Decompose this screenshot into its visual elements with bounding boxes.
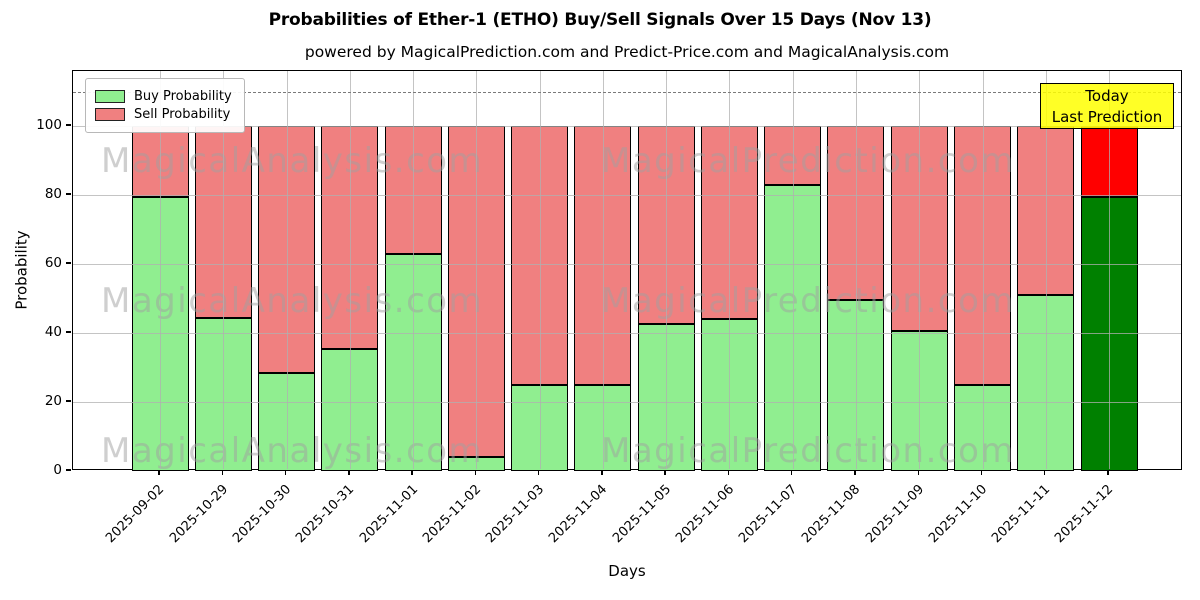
v-gridline bbox=[919, 71, 921, 469]
x-tick-mark bbox=[980, 470, 983, 475]
watermark-text: MagicalPrediction.com bbox=[601, 281, 1015, 321]
x-tick-mark bbox=[474, 470, 477, 475]
x-tick-mark bbox=[537, 470, 540, 475]
y-tick-label: 20 bbox=[44, 393, 62, 410]
legend-label-sell: Sell Probability bbox=[134, 107, 231, 122]
v-gridline bbox=[982, 71, 984, 469]
v-gridline bbox=[349, 71, 351, 469]
grid-layer bbox=[73, 71, 1181, 469]
x-tick-label-text: 2025-11-12 bbox=[1052, 482, 1117, 547]
watermark-layer: MagicalAnalysis.com MagicalPrediction.com… bbox=[73, 71, 1181, 471]
x-tick-mark bbox=[791, 470, 793, 475]
plot-area: MagicalAnalysis.com MagicalPrediction.com… bbox=[72, 70, 1182, 471]
v-gridline bbox=[1109, 71, 1111, 469]
watermark-text: MagicalAnalysis.com bbox=[101, 431, 484, 471]
buy-swatch bbox=[95, 90, 125, 103]
y-tick-mark bbox=[66, 469, 71, 471]
x-tick-mark bbox=[1044, 470, 1046, 475]
watermark-text: MagicalPrediction.com bbox=[601, 431, 1015, 471]
v-gridline bbox=[160, 71, 161, 469]
x-axis-label: Days bbox=[608, 562, 646, 580]
y-tick-mark bbox=[66, 193, 71, 195]
v-gridline bbox=[602, 71, 604, 469]
h-gridline bbox=[73, 333, 1181, 335]
y-tick-label: 60 bbox=[44, 255, 62, 272]
legend-item-buy: Buy Probability bbox=[95, 89, 232, 104]
chart-title: Probabilities of Ether-1 (ETHO) Buy/Sell… bbox=[268, 10, 932, 30]
x-tick-label: 2025-11-12 bbox=[886, 478, 1117, 546]
x-tick-mark bbox=[411, 470, 413, 475]
v-gridline bbox=[855, 71, 857, 469]
y-tick-label: 40 bbox=[44, 324, 62, 341]
legend-label-buy: Buy Probability bbox=[134, 89, 232, 104]
sell-swatch bbox=[95, 108, 125, 121]
y-tick-label: 0 bbox=[53, 462, 62, 478]
v-gridline bbox=[729, 71, 731, 469]
y-tick-mark bbox=[66, 262, 71, 264]
v-gridline bbox=[286, 71, 288, 469]
y-tick-mark bbox=[66, 400, 71, 402]
x-tick-mark bbox=[664, 470, 666, 475]
x-tick-mark bbox=[284, 470, 287, 475]
y-tick-label: 80 bbox=[44, 186, 62, 203]
legend: Buy Probability Sell Probability bbox=[85, 78, 245, 133]
today-annotation: Today Last Prediction bbox=[1040, 83, 1174, 129]
h-gridline bbox=[73, 264, 1181, 266]
x-tick-mark bbox=[854, 470, 856, 475]
x-tick-mark bbox=[1107, 470, 1109, 475]
x-tick-mark bbox=[348, 470, 350, 475]
watermark-text: MagicalAnalysis.com bbox=[101, 281, 484, 321]
upper-dashed-line bbox=[73, 91, 1181, 93]
v-gridline bbox=[476, 71, 478, 469]
v-gridline bbox=[413, 71, 415, 469]
legend-item-sell: Sell Probability bbox=[95, 107, 232, 122]
v-gridline bbox=[223, 71, 225, 469]
h-gridline bbox=[73, 195, 1181, 197]
x-tick-mark bbox=[158, 470, 160, 475]
v-gridline bbox=[792, 71, 794, 469]
y-tick-label: 100 bbox=[36, 117, 62, 134]
y-tick-mark bbox=[66, 331, 71, 333]
chart-subtitle: powered by MagicalPrediction.com and Pre… bbox=[304, 43, 950, 61]
h-gridline bbox=[73, 126, 1181, 128]
h-gridline bbox=[73, 402, 1181, 404]
today-annotation-line1: Today bbox=[1085, 87, 1129, 105]
watermark-text: MagicalPrediction.com bbox=[601, 141, 1015, 181]
x-tick-mark bbox=[917, 470, 919, 475]
today-annotation-line2: Last Prediction bbox=[1051, 108, 1163, 126]
x-tick-mark bbox=[221, 470, 223, 475]
v-gridline bbox=[666, 71, 668, 469]
x-tick-mark bbox=[727, 470, 730, 475]
v-gridline bbox=[539, 71, 541, 469]
v-gridline bbox=[1045, 71, 1047, 469]
x-tick-mark bbox=[601, 470, 603, 475]
watermark-text: MagicalAnalysis.com bbox=[101, 141, 484, 181]
y-tick-mark bbox=[66, 124, 71, 126]
